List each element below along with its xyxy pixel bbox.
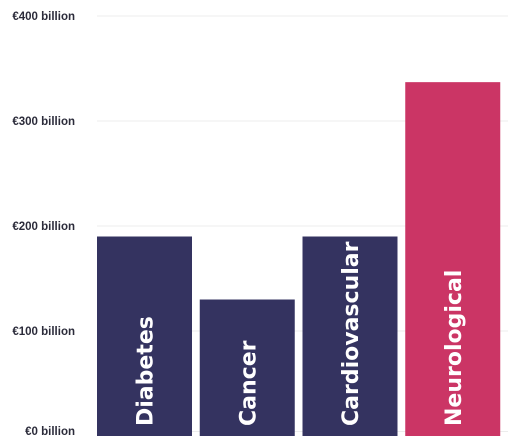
y-tick-label: €100 billion xyxy=(12,326,75,338)
bar-cardiovascular xyxy=(302,236,398,436)
y-tick-label: €400 billion xyxy=(12,11,75,23)
bar-neurological xyxy=(405,82,501,436)
bar-diabetes xyxy=(97,236,192,436)
bar-label-diabetes: Diabetes xyxy=(134,316,159,426)
bar-label-cardiovascular: Cardiovascular xyxy=(339,241,364,426)
y-tick-label: €200 billion xyxy=(12,221,75,233)
bar-label-neurological: Neurological xyxy=(442,270,467,426)
y-tick-label: €300 billion xyxy=(12,116,75,128)
bar-cancer xyxy=(199,299,295,436)
bar-label-cancer: Cancer xyxy=(236,340,261,426)
y-tick-label: €0 billion xyxy=(25,426,75,436)
